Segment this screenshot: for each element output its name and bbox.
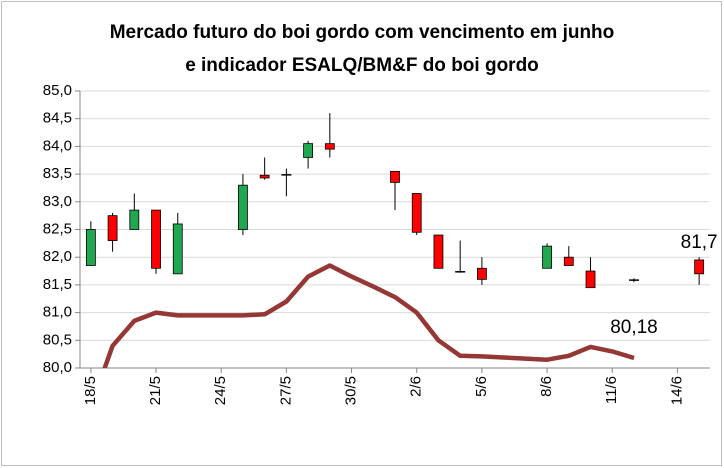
line-series [102, 263, 635, 368]
candle-body [585, 270, 596, 289]
line-group [102, 263, 635, 368]
y-tick-label: 81,5 [43, 276, 72, 293]
y-tick-label: 83,0 [43, 193, 72, 210]
x-tick-label: 2/6 [408, 376, 425, 397]
candle-body [324, 143, 335, 150]
chart-title: Mercado futuro do boi gordo com vencimen… [109, 22, 615, 76]
y-tick-label: 82,5 [43, 220, 72, 237]
candle-body [390, 170, 400, 183]
candle-body [628, 279, 639, 281]
candle-body [694, 259, 705, 275]
candle-body [542, 245, 552, 269]
y-tick-label: 85,0 [43, 82, 72, 99]
x-tick-label: 11/6 [603, 376, 620, 404]
data-label: 81,7 [681, 232, 718, 253]
candle-body [151, 209, 161, 269]
candle-body [107, 215, 118, 241]
x-tick-label: 27/5 [277, 376, 294, 405]
y-tick-label: 84,5 [43, 110, 72, 127]
candle-body [433, 234, 444, 269]
candle-body [303, 143, 314, 158]
x-tick-label: 24/5 [212, 376, 229, 405]
candle-body [259, 174, 270, 179]
y-tick-label: 83,5 [43, 165, 72, 182]
candle-body [455, 271, 466, 273]
candle-body [563, 256, 574, 266]
y-tick-label: 84,0 [43, 137, 72, 154]
x-tick-label: 5/6 [473, 376, 490, 397]
candle-body [476, 267, 487, 280]
candle-body [85, 229, 96, 266]
y-tick-label: 80,0 [43, 359, 72, 376]
candle-body [411, 193, 422, 233]
y-tick-label: 82,0 [43, 248, 72, 265]
candle-body [129, 209, 140, 230]
candle-body [281, 174, 292, 176]
x-tick-label: 30/5 [343, 376, 360, 405]
data-label: 80,18 [610, 317, 658, 338]
x-tick-label: 18/5 [82, 376, 99, 405]
y-tick-label: 81,0 [43, 304, 72, 321]
x-tick-label: 8/6 [538, 376, 555, 397]
x-tick-label: 21/5 [147, 376, 164, 405]
y-tick-label: 80,5 [43, 331, 72, 348]
x-tick-label: 14/6 [668, 376, 685, 405]
candle-body [172, 223, 183, 275]
candle-body [238, 184, 248, 230]
